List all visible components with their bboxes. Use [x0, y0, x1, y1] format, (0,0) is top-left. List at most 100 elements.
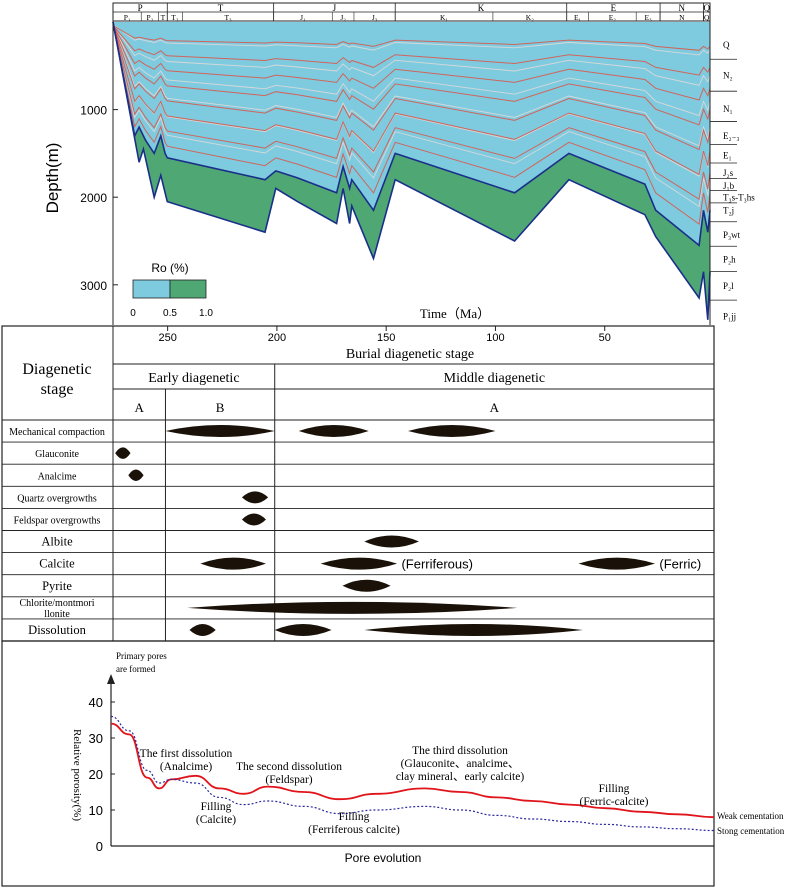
event-lens	[128, 469, 144, 481]
grey-isoline	[112, 24, 711, 117]
epoch-label: T₂	[171, 13, 179, 22]
weak-cementation-label: Weak cementation	[717, 811, 784, 821]
time-tick-label: 100	[486, 332, 504, 344]
ro-isoline	[112, 25, 711, 126]
event-lens	[298, 425, 369, 438]
pore-annotation: (Calcite)	[196, 814, 236, 826]
process-label: llonite	[44, 609, 70, 620]
epoch-label: T₃	[224, 13, 232, 22]
pore-annotation: Filling	[599, 783, 630, 795]
burial-curve-lower	[112, 21, 711, 320]
ro-legend-low	[132, 279, 171, 299]
pore-annotation: Primary pores	[116, 651, 167, 661]
epoch-label: E₁	[574, 13, 582, 22]
formation-label: J₁b	[723, 181, 735, 191]
pore-frame	[1, 640, 715, 887]
ro-isoline	[112, 25, 711, 225]
event-lens	[165, 425, 275, 438]
epoch-label: T	[161, 13, 166, 22]
weak-cementation-curve	[110, 722, 715, 819]
ro-isoline	[112, 25, 711, 151]
strong-cementation-label: Stong cementation	[717, 826, 785, 836]
ro-legend: Ro (%) 0 0.5 1.0	[130, 261, 213, 319]
porosity-tick-label: 30	[89, 731, 103, 746]
process-label: Glauconite	[35, 449, 79, 460]
process-label: Calcite	[39, 557, 75, 571]
epoch-label: J₂	[340, 13, 346, 22]
ro-legend-title: Ro (%)	[151, 261, 188, 275]
ro-isoline	[112, 25, 711, 76]
event-lens	[200, 557, 266, 570]
event-lens	[189, 623, 216, 636]
porosity-axis-arrow	[107, 674, 115, 684]
depth-tick-label: 1000	[80, 104, 107, 118]
substage-label: B	[216, 400, 225, 415]
ro-legend-tick: 0.5	[163, 308, 177, 319]
diagenetic-sequence-table: 250 200 150 100 50 Burial diagenetic stage Dia…	[1, 325, 715, 642]
epoch-label: P₂	[147, 13, 154, 22]
time-tick-label: 150	[377, 332, 395, 344]
pore-annotation: Filling	[201, 801, 232, 813]
ro-isoline	[112, 25, 711, 201]
pore-annotation: The first dissolution	[140, 748, 233, 760]
substage-label: A	[490, 400, 500, 415]
time-tick-label: 200	[268, 332, 286, 344]
period-label: Q	[703, 3, 710, 13]
porosity-tick-label: 40	[89, 695, 103, 710]
epoch-label: E₃	[645, 13, 653, 22]
porosity-tick-label: 0	[96, 839, 103, 854]
period-label: K	[478, 3, 485, 13]
ro-high-zone	[113, 22, 710, 320]
period-label: N	[679, 3, 686, 13]
pore-annotation: Filling	[339, 811, 370, 823]
porosity-tick-label: 10	[89, 803, 103, 818]
period-label: J	[333, 3, 337, 13]
stage-label: Middle diagenetic	[444, 371, 545, 386]
time-tick-label: 250	[158, 332, 176, 344]
ro-isoline	[112, 25, 711, 51]
pore-annotation: The second dissolution	[236, 761, 342, 773]
event-lens	[408, 425, 496, 438]
process-label: Pyrite	[42, 579, 72, 593]
burial-stage-header: Burial diagenetic stage	[346, 347, 474, 362]
event-lens	[274, 623, 332, 636]
epoch-label: K₂	[526, 13, 534, 22]
event-lens	[115, 447, 131, 459]
process-label: Dissolution	[28, 623, 86, 637]
period-label: E	[611, 3, 617, 13]
pore-annotation: (Ferriferous calcite)	[308, 824, 400, 836]
time-axis-label: Time（Ma）	[420, 306, 490, 321]
grey-isoline	[112, 24, 711, 208]
epoch-label: N	[679, 13, 685, 22]
depth-tick-label: 3000	[80, 279, 107, 293]
row-header-line1: Diagenetic	[22, 361, 91, 378]
depth-axis: 1000 2000 3000	[80, 21, 118, 325]
calcite-annotation: (Ferriferous)	[401, 557, 473, 572]
event-lens	[578, 557, 655, 570]
burial-fill-layer	[113, 22, 710, 320]
formation-label: E₁	[723, 150, 732, 160]
formation-label: Q	[723, 40, 730, 50]
pore-evolution-chart: 0 10 20 30 40 Relative porosity(%) Pore evolut…	[1, 640, 785, 887]
process-label: Feldspar overgrowths	[14, 515, 101, 526]
pore-annotation: The third dissolution	[412, 745, 508, 757]
formation-label: N₁	[723, 104, 733, 114]
formation-label: P₂h	[723, 255, 736, 265]
ro-isoline	[112, 25, 711, 176]
process-label: Quartz overgrowths	[17, 493, 97, 504]
formation-label: P₁jj	[723, 311, 736, 321]
burial-lines-layer	[112, 21, 711, 320]
process-label: Chlorite/montmori	[20, 598, 95, 609]
pore-annotation: (Feldspar)	[265, 774, 312, 786]
formation-label: N₂	[723, 71, 733, 81]
formation-label: T₂j	[723, 205, 734, 215]
period-label: P	[138, 3, 143, 13]
event-lens	[187, 601, 518, 614]
grey-isoline	[112, 24, 711, 147]
process-label: Mechanical compaction	[9, 427, 105, 438]
porosity-tick-label: 20	[89, 767, 103, 782]
pore-evolution-label: Pore evolution	[345, 851, 422, 865]
calcite-annotation: (Ferric)	[659, 557, 701, 572]
